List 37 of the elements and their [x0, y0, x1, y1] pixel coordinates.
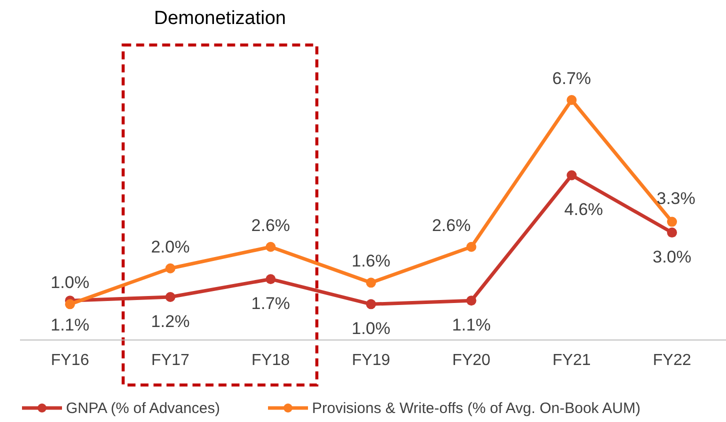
point [165, 292, 176, 302]
point [667, 228, 677, 238]
data-label: 1.0% [50, 273, 90, 292]
data-label: 1.2% [150, 312, 190, 332]
data-label: 2.0% [150, 237, 190, 256]
data-label: 6.7% [552, 69, 592, 88]
legend-label: GNPA (% of Advances) [66, 400, 220, 417]
x-tick-label: FY20 [452, 352, 491, 369]
point [165, 263, 176, 274]
point [366, 278, 376, 288]
data-label: 1.1% [452, 316, 491, 335]
point [266, 274, 276, 284]
data-label: 2.6% [432, 216, 471, 235]
data-label: 3.0% [652, 248, 692, 267]
point [65, 299, 75, 310]
x-tick-label: FY22 [652, 352, 692, 369]
text: Demonetization [154, 8, 286, 29]
data-label: 1.0% [352, 319, 390, 338]
point [566, 170, 577, 180]
point [466, 296, 476, 306]
legend-label: Provisions & Write-offs (% of Avg. On-Book AUM) [312, 400, 640, 417]
data-label: 1.7% [251, 294, 290, 314]
x-tick-label: FY17 [151, 352, 190, 369]
point [466, 242, 476, 252]
point [266, 242, 276, 252]
data-label: 1.1% [50, 316, 90, 335]
point [366, 299, 376, 310]
data-label: 3.3% [656, 188, 696, 208]
x-tick-label: FY16 [50, 352, 90, 369]
data-label: 2.6% [251, 216, 290, 235]
point [667, 216, 677, 227]
x-tick-label: FY21 [552, 352, 591, 369]
x-tick-label: FY19 [352, 352, 390, 369]
data-label: 1.6% [352, 252, 390, 271]
x-tick-label: FY18 [252, 352, 290, 369]
point [566, 95, 577, 105]
data-label: 4.6% [564, 200, 604, 220]
